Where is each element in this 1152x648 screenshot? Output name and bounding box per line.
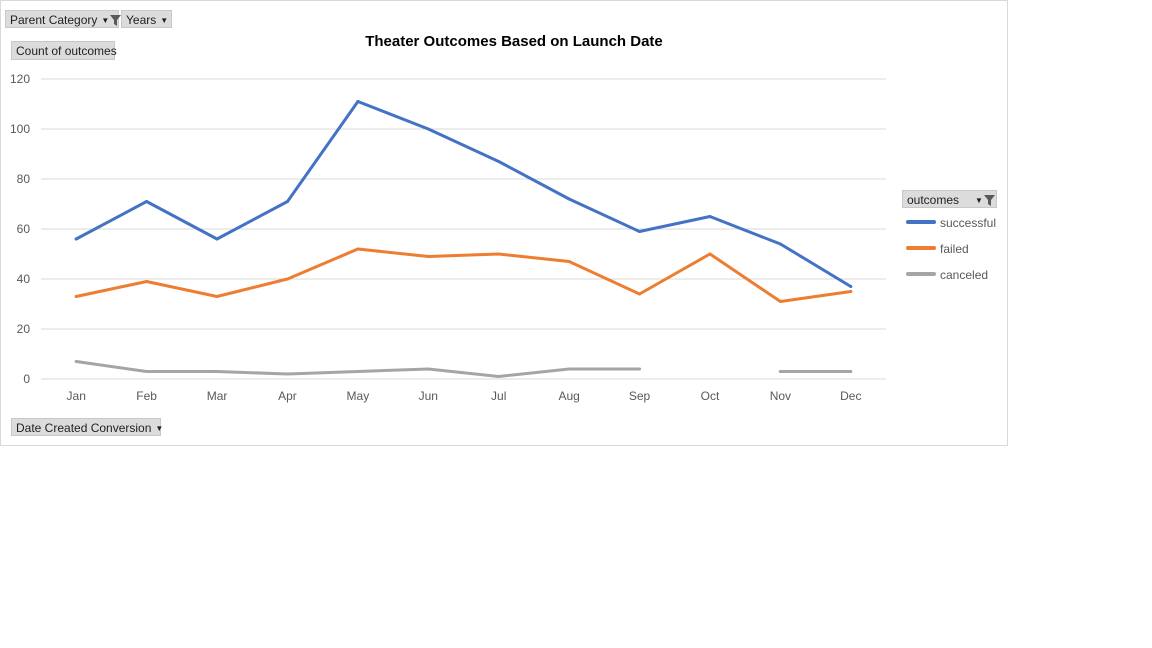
series-line-failed (74, 247, 853, 303)
x-tick-label-jan: Jan (67, 389, 86, 403)
data-point-successful-jul (497, 160, 501, 163)
data-point-successful-jan (74, 237, 78, 241)
data-point-successful-apr (285, 200, 289, 203)
parent-category-filter-button[interactable]: Parent Category ▼ (5, 10, 122, 28)
data-point-successful-aug (567, 197, 571, 201)
legend-item-canceled[interactable]: canceled (906, 267, 988, 283)
data-point-failed-sep (638, 292, 642, 296)
data-point-canceled-jan (74, 360, 78, 363)
legend-label-failed: failed (940, 242, 969, 256)
series-line-canceled (74, 360, 853, 378)
chart-title: Theater Outcomes Based on Launch Date (365, 33, 663, 50)
data-point-successful-mar (215, 237, 219, 241)
x-tick-label-jul: Jul (491, 389, 506, 403)
legend-swatch-failed (906, 246, 936, 250)
legend-swatch-canceled (906, 272, 936, 276)
years-label: Years (126, 13, 157, 27)
dropdown-arrow-icon: ▼ (975, 196, 983, 205)
data-point-canceled-jul (497, 375, 501, 378)
x-tick-label-nov: Nov (770, 389, 791, 403)
series-line-successful (74, 100, 853, 288)
legend-item-successful[interactable]: successful (906, 215, 996, 231)
legend-field-label: outcomes (907, 193, 960, 207)
data-point-successful-feb (145, 200, 149, 203)
x-tick-label-feb: Feb (136, 389, 157, 403)
axis-field-label: Date Created Conversion (16, 421, 152, 435)
dropdown-arrow-icon: ▼ (155, 424, 164, 433)
x-tick-label-jun: Jun (419, 389, 438, 403)
filter-icon (110, 15, 122, 26)
data-point-canceled-aug (567, 367, 571, 371)
data-point-canceled-feb (145, 370, 149, 373)
x-tick-label-may: May (347, 389, 370, 403)
legend-swatch-successful (906, 220, 936, 224)
legend-label-successful: successful (940, 216, 997, 230)
data-point-failed-nov (778, 300, 782, 303)
y-tick-label-20: 20 (17, 322, 31, 336)
y-tick-label-80: 80 (17, 172, 31, 186)
x-tick-label-sep: Sep (629, 389, 651, 403)
data-point-successful-may (356, 100, 360, 103)
data-point-failed-aug (567, 260, 571, 263)
data-point-failed-jan (74, 295, 78, 298)
y-tick-label-120: 120 (10, 72, 30, 86)
dropdown-arrow-icon: ▼ (160, 16, 169, 25)
data-point-successful-oct (708, 215, 712, 218)
data-point-successful-dec (849, 285, 853, 288)
data-point-canceled-jun (426, 367, 430, 371)
values-field-button[interactable]: Count of outcomes (11, 41, 117, 60)
data-point-failed-mar (215, 295, 219, 298)
legend-field-button[interactable]: outcomes ▼ (902, 190, 997, 208)
data-point-failed-jul (497, 252, 501, 256)
x-tick-label-apr: Apr (278, 389, 297, 403)
data-point-canceled-may (356, 370, 360, 373)
axis-field-button[interactable]: Date Created Conversion ▼ (11, 418, 164, 436)
parent-category-label: Parent Category (10, 13, 98, 27)
data-point-successful-sep (638, 230, 642, 233)
filter-icon (983, 195, 995, 206)
data-point-canceled-sep (638, 367, 642, 371)
years-filter-button[interactable]: Years ▼ (121, 10, 172, 28)
data-point-successful-jun (426, 127, 430, 131)
data-point-failed-oct (708, 252, 712, 256)
data-point-failed-feb (145, 280, 149, 283)
data-point-failed-dec (849, 290, 853, 293)
data-point-failed-may (356, 247, 360, 251)
values-field-label: Count of outcomes (16, 44, 117, 58)
data-point-failed-jun (426, 255, 430, 258)
data-point-canceled-dec (849, 370, 853, 373)
line-chart-plot: 0 20 40 60 80 100 120 Jan Feb Mar Apr May Jun Jul Aug S… (10, 72, 886, 403)
y-tick-label-0: 0 (23, 372, 30, 386)
dropdown-arrow-icon: ▼ (101, 16, 110, 25)
x-tick-label-dec: Dec (840, 389, 861, 403)
x-tick-label-mar: Mar (207, 389, 228, 403)
data-point-canceled-mar (215, 370, 219, 373)
data-point-failed-apr (285, 277, 289, 281)
y-tick-label-100: 100 (10, 122, 30, 136)
legend-label-canceled: canceled (940, 268, 989, 282)
x-tick-label-oct: Oct (701, 389, 720, 403)
data-point-canceled-nov (778, 370, 782, 373)
y-tick-label-60: 60 (17, 222, 31, 236)
data-point-successful-nov (778, 242, 782, 246)
legend-item-failed[interactable]: failed (906, 241, 969, 257)
x-tick-label-aug: Aug (558, 389, 579, 403)
data-point-canceled-apr (285, 372, 289, 376)
y-tick-label-40: 40 (17, 272, 31, 286)
